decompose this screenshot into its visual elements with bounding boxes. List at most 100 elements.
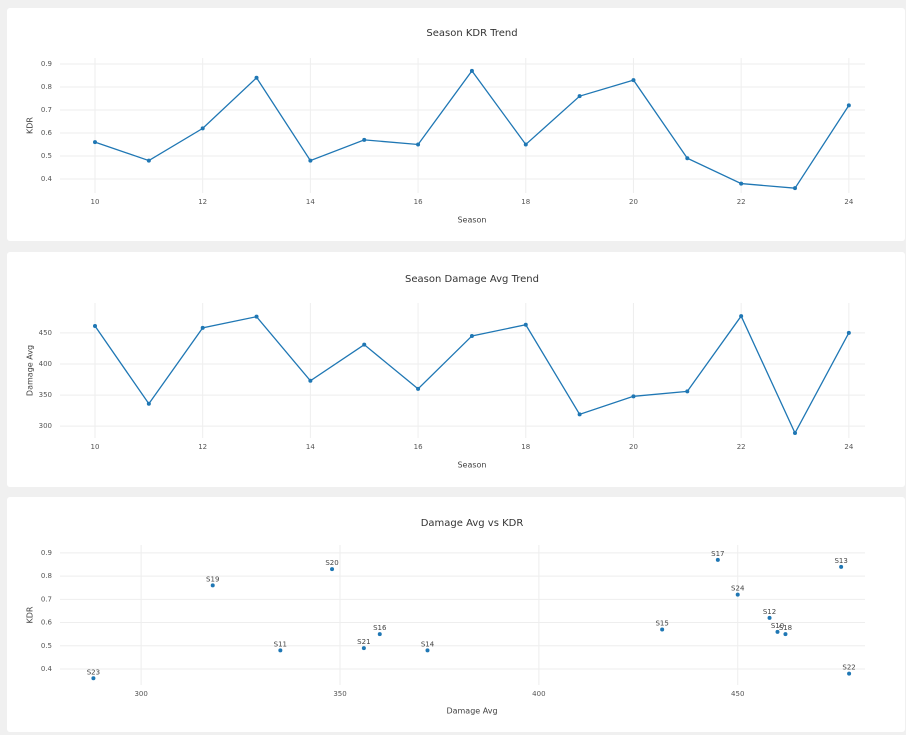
point-label: S10 <box>771 622 784 630</box>
point-label: S18 <box>779 624 792 632</box>
point <box>793 186 797 191</box>
x-tick-label: 450 <box>731 690 744 698</box>
point <box>93 140 97 145</box>
y-tick-label: 0.7 <box>41 595 52 603</box>
point <box>416 142 421 147</box>
point <box>839 564 844 569</box>
x-tick-label: 12 <box>198 198 207 206</box>
chart-title: Season Damage Avg Trend <box>405 274 539 285</box>
point <box>278 648 283 653</box>
y-tick-label: 0.5 <box>41 642 52 650</box>
point <box>308 158 313 163</box>
point <box>739 181 744 186</box>
y-tick-label: 400 <box>39 360 52 368</box>
x-axis-title: Season <box>457 216 486 225</box>
x-tick-label: 12 <box>198 443 207 451</box>
y-tick-label: 0.4 <box>41 175 53 183</box>
point <box>146 401 151 406</box>
point <box>523 142 528 147</box>
y-tick-label: 0.9 <box>41 549 52 557</box>
point-label: S14 <box>421 640 435 648</box>
x-tick-label: 22 <box>737 443 746 451</box>
point <box>847 671 852 676</box>
point <box>846 103 851 108</box>
point <box>91 676 96 681</box>
point <box>735 592 740 597</box>
point-label: S11 <box>274 640 287 648</box>
point <box>767 615 772 620</box>
y-tick-label: 0.6 <box>41 129 53 137</box>
y-axis-title: Damage Avg <box>26 345 35 396</box>
point <box>416 386 421 391</box>
point <box>362 137 367 142</box>
point-label: S23 <box>87 668 100 676</box>
point <box>846 330 851 335</box>
point <box>631 78 636 83</box>
point-label: S20 <box>325 559 338 567</box>
point <box>577 94 582 99</box>
card <box>7 497 905 732</box>
y-tick-label: 350 <box>39 391 52 399</box>
point <box>308 378 313 383</box>
y-tick-label: 450 <box>39 329 52 337</box>
x-tick-label: 10 <box>91 443 100 451</box>
x-tick-label: 20 <box>629 443 638 451</box>
y-tick-label: 0.4 <box>41 665 53 673</box>
y-tick-label: 0.8 <box>41 572 52 580</box>
point <box>783 632 788 637</box>
point <box>685 389 690 394</box>
point-label: S15 <box>655 620 668 628</box>
x-tick-label: 24 <box>844 198 853 206</box>
point <box>254 75 259 80</box>
point <box>793 431 797 436</box>
x-tick-label: 350 <box>333 690 346 698</box>
y-tick-label: 300 <box>39 422 52 430</box>
x-tick-label: 14 <box>306 198 315 206</box>
point <box>330 567 335 572</box>
y-axis-title: KDR <box>26 606 35 623</box>
x-tick-label: 300 <box>134 690 147 698</box>
point-label: S17 <box>711 550 724 558</box>
point <box>377 632 382 637</box>
card <box>7 252 905 487</box>
point-label: S24 <box>731 585 745 593</box>
point <box>362 342 367 347</box>
point <box>361 646 366 651</box>
point <box>739 314 744 319</box>
point-label: S21 <box>357 638 370 646</box>
y-tick-label: 0.7 <box>41 106 52 114</box>
point <box>200 325 205 330</box>
point-label: S13 <box>834 557 847 565</box>
x-tick-label: 16 <box>414 198 423 206</box>
y-tick-label: 0.6 <box>41 619 53 627</box>
point <box>425 648 430 653</box>
point <box>469 68 474 73</box>
x-tick-label: 24 <box>844 443 853 451</box>
point <box>660 627 665 632</box>
x-tick-label: 18 <box>521 443 530 451</box>
point <box>577 412 582 417</box>
x-tick-label: 400 <box>532 690 545 698</box>
card <box>7 8 905 241</box>
x-tick-label: 18 <box>521 198 530 206</box>
chart-title: Damage Avg vs KDR <box>421 518 524 529</box>
y-tick-label: 0.5 <box>41 152 52 160</box>
point <box>715 557 720 562</box>
point <box>523 322 528 327</box>
x-tick-label: 16 <box>414 443 423 451</box>
point-label: S22 <box>842 664 855 672</box>
point <box>93 324 97 329</box>
point-label: S12 <box>763 608 776 616</box>
point <box>631 394 636 399</box>
x-tick-label: 20 <box>629 198 638 206</box>
point <box>210 583 215 588</box>
point <box>254 314 259 319</box>
y-axis-title: KDR <box>26 117 35 134</box>
y-tick-label: 0.9 <box>41 60 52 68</box>
x-axis-title: Season <box>457 461 486 470</box>
point-label: S16 <box>373 624 387 632</box>
y-tick-label: 0.8 <box>41 83 52 91</box>
x-tick-label: 10 <box>91 198 100 206</box>
